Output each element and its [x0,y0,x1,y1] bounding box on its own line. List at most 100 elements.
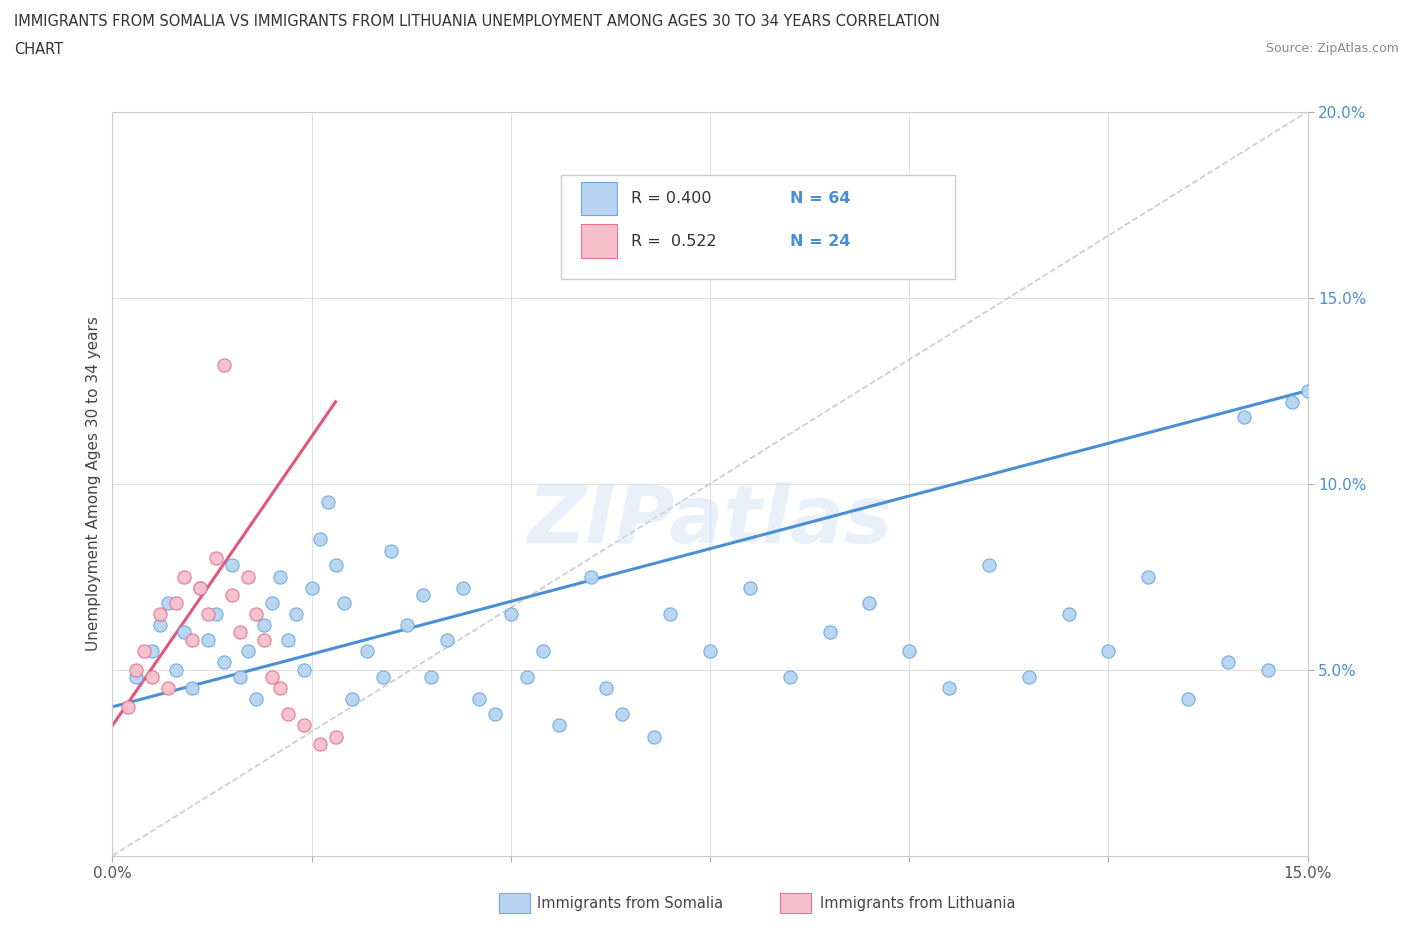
Point [818,625,841,640]
Point [173,569,195,584]
Text: N = 64: N = 64 [790,191,851,206]
Text: R = 0.400: R = 0.400 [631,191,711,206]
Point [579,569,602,584]
Point [898,644,921,658]
Point [197,632,219,647]
FancyBboxPatch shape [581,182,617,216]
Point [1233,409,1256,424]
Point [412,588,434,603]
Point [1137,569,1160,584]
Text: Source: ZipAtlas.com: Source: ZipAtlas.com [1265,42,1399,55]
Point [1281,394,1303,409]
Point [308,737,330,751]
Point [212,357,235,372]
Point [253,632,276,647]
Point [779,670,801,684]
Point [380,543,402,558]
Point [308,532,330,547]
Point [173,625,195,640]
Point [858,595,880,610]
Point [977,558,1000,573]
Point [1097,644,1119,658]
Point [236,569,259,584]
Point [245,606,267,621]
Point [181,681,204,696]
Point [1257,662,1279,677]
Point [1296,383,1319,398]
Point [612,707,634,722]
Point [1216,655,1239,670]
Point [229,670,252,684]
Point [699,644,721,658]
Point [253,618,276,632]
Point [643,729,665,744]
Text: N = 24: N = 24 [790,233,851,248]
Point [332,595,354,610]
Text: Immigrants from Lithuania: Immigrants from Lithuania [820,896,1015,910]
Text: CHART: CHART [14,42,63,57]
Point [260,670,283,684]
Point [356,644,378,658]
Point [547,718,569,733]
Point [938,681,960,696]
Point [141,644,163,658]
Point [420,670,443,684]
Point [499,606,522,621]
Point [212,655,235,670]
Point [149,618,172,632]
Point [292,718,315,733]
Point [157,681,180,696]
Point [125,662,148,677]
Point [1057,606,1080,621]
Text: ZIPatlas: ZIPatlas [527,482,893,560]
Point [181,632,204,647]
Point [738,580,761,595]
Point [301,580,323,595]
Point [141,670,163,684]
Point [373,670,395,684]
Point [221,588,243,603]
Point [134,644,156,658]
Point [221,558,243,573]
Point [188,580,211,595]
Point [1177,692,1199,707]
Point [595,681,617,696]
Point [197,606,219,621]
Point [149,606,172,621]
Point [157,595,180,610]
Point [205,606,228,621]
Point [269,681,291,696]
FancyBboxPatch shape [581,224,617,258]
Point [117,699,139,714]
Point [436,632,458,647]
Point [205,551,228,565]
Point [260,595,283,610]
Point [229,625,252,640]
Point [236,644,259,658]
Point [316,495,339,510]
Point [451,580,474,595]
Point [516,670,538,684]
Point [1018,670,1040,684]
Point [277,707,299,722]
Point [531,644,554,658]
Point [269,569,291,584]
Point [484,707,506,722]
Text: R =  0.522: R = 0.522 [631,233,717,248]
Point [125,670,148,684]
Point [165,662,187,677]
Point [468,692,491,707]
Text: Immigrants from Somalia: Immigrants from Somalia [537,896,723,910]
Point [659,606,682,621]
Point [325,729,347,744]
Point [340,692,363,707]
Point [245,692,267,707]
Point [165,595,187,610]
Point [284,606,307,621]
FancyBboxPatch shape [561,175,955,279]
Point [188,580,211,595]
Text: IMMIGRANTS FROM SOMALIA VS IMMIGRANTS FROM LITHUANIA UNEMPLOYMENT AMONG AGES 30 : IMMIGRANTS FROM SOMALIA VS IMMIGRANTS FR… [14,14,941,29]
Point [396,618,419,632]
Point [292,662,315,677]
Point [325,558,347,573]
